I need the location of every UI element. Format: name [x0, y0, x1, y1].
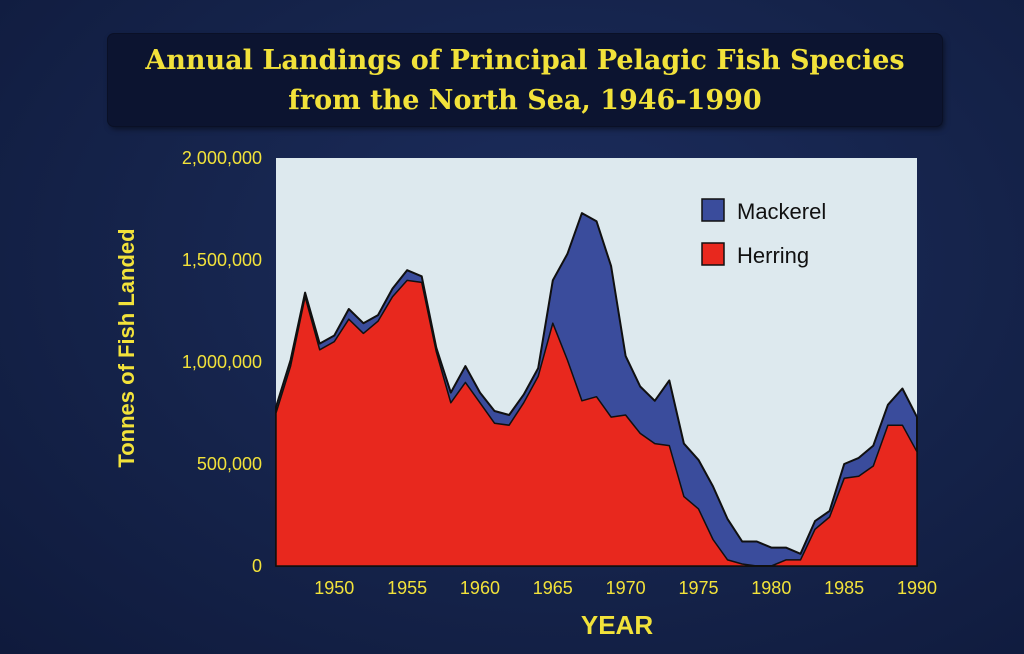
- x-tick-label: 1985: [824, 578, 864, 598]
- chart-title-line-2: from the North Sea, 1946-1990: [288, 85, 762, 116]
- y-axis-ticks: 0 500,000 1,000,000 1,500,000 2,000,000: [182, 148, 262, 576]
- y-axis-title: Tonnes of Fish Landed: [114, 228, 139, 467]
- chart-title: Annual Landings of Principal Pelagic Fis…: [108, 34, 942, 126]
- legend-label-herring: Herring: [737, 243, 809, 268]
- x-tick-label: 1970: [606, 578, 646, 598]
- legend: Mackerel Herring: [701, 198, 826, 268]
- series-areas: [275, 212, 918, 567]
- x-tick-label: 1990: [897, 578, 937, 598]
- y-tick-label: 1,500,000: [182, 250, 262, 270]
- legend-label-mackerel: Mackerel: [737, 199, 826, 224]
- y-tick-label: 0: [252, 556, 262, 576]
- legend-swatch-mackerel: [701, 198, 725, 222]
- x-tick-label: 1950: [314, 578, 354, 598]
- herring-area: [275, 279, 918, 567]
- x-axis-title: YEAR: [581, 610, 653, 640]
- x-tick-label: 1965: [533, 578, 573, 598]
- x-tick-label: 1955: [387, 578, 427, 598]
- x-tick-label: 1980: [751, 578, 791, 598]
- y-tick-label: 1,000,000: [182, 352, 262, 372]
- y-tick-label: 2,000,000: [182, 148, 262, 168]
- legend-swatch-herring: [701, 242, 725, 266]
- x-axis-ticks: 1950 1955 1960 1965 1970 1975 1980 1985 1990: [314, 578, 937, 598]
- x-tick-label: 1960: [460, 578, 500, 598]
- x-tick-label: 1975: [678, 578, 718, 598]
- chart-title-line-1: Annual Landings of Principal Pelagic Fis…: [145, 45, 905, 76]
- y-tick-label: 500,000: [197, 454, 262, 474]
